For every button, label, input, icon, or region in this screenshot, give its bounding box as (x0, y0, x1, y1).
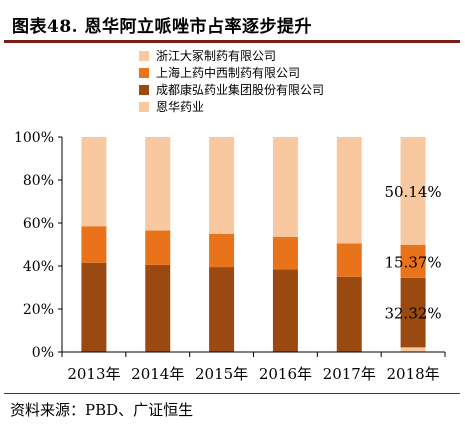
legend-swatch (139, 68, 149, 78)
source-note: 资料来源：PBD、广证恒生 (10, 401, 194, 419)
bar-segment (145, 264, 171, 352)
bar-segment (400, 347, 426, 352)
bar-segment (272, 137, 298, 237)
legend-swatch (139, 102, 149, 112)
bar-segment (209, 267, 235, 352)
x-tick-label: 2015年 (195, 365, 248, 383)
y-tick-label: 80% (23, 173, 54, 189)
data-label: 15.37% (384, 253, 441, 271)
legend-label: 恩华药业 (156, 100, 204, 114)
y-tick-label: 100% (14, 130, 54, 146)
bar-segment (209, 137, 235, 234)
legend-swatch (139, 51, 149, 61)
title-rule (4, 40, 460, 43)
legend-swatch (139, 85, 149, 95)
legend-label: 浙江大冢制药有限公司 (156, 49, 276, 63)
legend-label: 成都康弘药业集团股份有限公司 (156, 82, 324, 97)
bar-segment (81, 262, 107, 352)
data-label: 32.32% (384, 305, 441, 323)
x-tick-label: 2016年 (259, 365, 312, 383)
x-tick-label: 2013年 (67, 365, 120, 383)
y-tick-label: 60% (23, 216, 54, 232)
y-tick-label: 0% (32, 345, 54, 361)
x-tick-label: 2018年 (386, 365, 439, 383)
source-rule (4, 393, 460, 394)
y-axis: 0% 20% 40% 60% 80% 100% (14, 130, 63, 361)
bar-segment (145, 137, 171, 231)
bar-segment (400, 137, 426, 245)
chart-title: 图表48. 恩华阿立哌唑市占率逐步提升 (12, 17, 312, 37)
chart-header: 图表48. 恩华阿立哌唑市占率逐步提升 (0, 0, 465, 43)
bar-segment (336, 276, 362, 352)
legend-label: 上海上药中西制药有限公司 (156, 65, 300, 80)
bar-segment (400, 277, 426, 348)
x-axis: 2013年 2014年 2015年 2016年 2017年 2018年 (61, 351, 446, 383)
y-tick-label: 40% (23, 259, 54, 275)
x-tick-label: 2014年 (131, 365, 184, 383)
bar-segment (336, 137, 362, 244)
data-label: 50.14% (384, 183, 441, 201)
stacked-bar-chart: 浙江大冢制药有限公司上海上药中西制药有限公司成都康弘药业集团股份有限公司恩华药业… (14, 49, 446, 383)
bar-segment (81, 137, 107, 227)
bar-segment (209, 233, 235, 268)
y-tick-label: 20% (23, 302, 54, 318)
bar-segment (400, 244, 426, 278)
bar-segment (81, 226, 107, 263)
bar-segment (145, 230, 171, 265)
bar-segment (336, 243, 362, 277)
bars (81, 137, 426, 352)
bar-segment (272, 269, 298, 352)
x-tick-label: 2017年 (323, 365, 376, 383)
annotations: 50.14% 15.37% 32.32% (384, 183, 441, 323)
bar-segment (272, 236, 298, 270)
